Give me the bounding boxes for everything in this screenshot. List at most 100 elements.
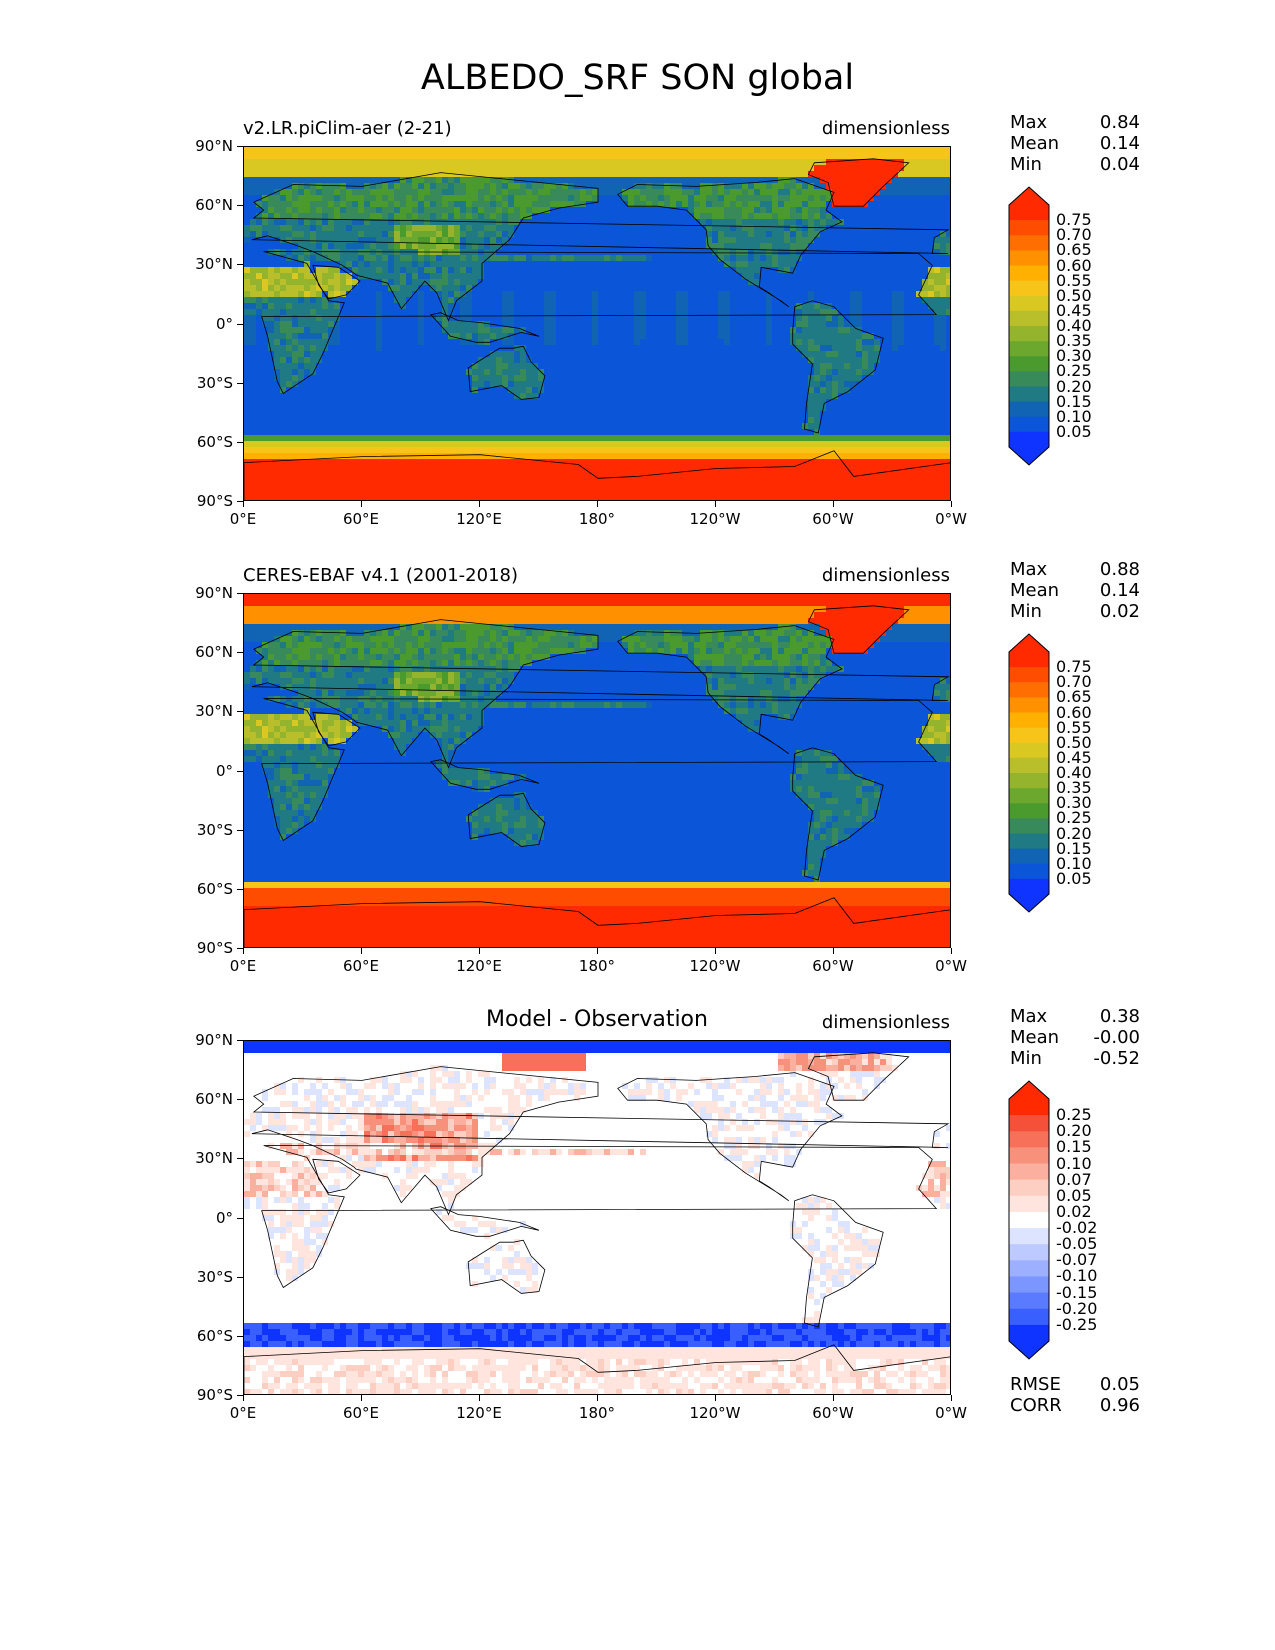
colorbar-tick-label: 0.45	[1056, 749, 1092, 766]
colorbar-tick-label: -0.15	[1056, 1284, 1097, 1301]
lat-tick-label: 30°N	[185, 702, 233, 720]
colorbar-segment	[1009, 773, 1049, 789]
lat-tick-label: 60°S	[185, 880, 233, 898]
stat-min-label: Min	[1010, 601, 1090, 622]
colorbar-tick-label: 0.30	[1056, 348, 1092, 364]
lat-tick-label: 60°S	[185, 433, 233, 451]
difference-map	[243, 1040, 951, 1395]
coastline-africa	[261, 251, 938, 395]
stat-mean-label: Mean	[1010, 1027, 1090, 1048]
lon-tick-label: 0°W	[916, 510, 986, 528]
lat-tick-label: 60°N	[185, 643, 233, 661]
colorbar-tick-label: 0.20	[1056, 378, 1092, 395]
colorbar-tick-label: 0.05	[1056, 1187, 1092, 1204]
panel-3-units: dimensionless	[700, 1012, 950, 1033]
lat-tick	[237, 323, 243, 325]
lon-tick-label: 0°W	[916, 1404, 986, 1422]
lon-tick-label: 180°	[562, 510, 632, 528]
colorbar-segment	[1009, 742, 1049, 759]
colorbar-segment	[1009, 1228, 1049, 1245]
colorbar-segment	[1009, 697, 1049, 713]
colorbar-segment	[1009, 1260, 1049, 1277]
colorbar-tick-label: 0.40	[1056, 318, 1092, 334]
colorbar-tick-label: 0.07	[1056, 1171, 1092, 1188]
colorbar-tick-label: 0.75	[1056, 659, 1092, 675]
lat-tick	[237, 501, 243, 502]
lon-tick	[597, 501, 598, 507]
corr-label: CORR	[1010, 1395, 1090, 1416]
colorbar-extend-top	[1009, 187, 1049, 205]
coastline-indonesia	[430, 1206, 540, 1237]
colorbar-tick-label: 0.70	[1056, 674, 1092, 690]
stat-mean-value: 0.14	[1090, 133, 1140, 154]
lat-tick-label: 90°S	[185, 939, 233, 957]
lat-tick	[237, 441, 243, 443]
colorbar-extend-bottom	[1009, 894, 1049, 912]
colorbar-tick-label: 0.15	[1056, 393, 1092, 410]
colorbar-segment	[1009, 265, 1049, 282]
lon-tick-label: 60°E	[326, 510, 396, 528]
lon-tick	[243, 501, 244, 507]
colorbar-tick-label: 0.25	[1056, 1107, 1092, 1123]
lon-tick-label: 120°E	[444, 1404, 514, 1422]
lat-tick	[237, 205, 243, 207]
panel-3-metrics: RMSE 0.05 CORR 0.96	[1010, 1374, 1140, 1416]
lat-tick-label: 60°N	[185, 196, 233, 214]
model-albedo-map	[243, 146, 951, 501]
lat-tick-label: 30°S	[185, 821, 233, 839]
lon-tick	[715, 501, 716, 507]
colorbar-segment	[1009, 848, 1049, 865]
lon-tick	[833, 501, 834, 507]
colorbar-segment	[1009, 1195, 1049, 1213]
colorbar-segment	[1009, 1308, 1049, 1326]
lat-tick	[237, 1395, 243, 1396]
lon-tick-label: 120°W	[680, 510, 750, 528]
colorbar-segment	[1009, 757, 1049, 774]
lat-tick-label: 90°N	[185, 584, 233, 602]
lon-tick-label: 0°E	[208, 957, 278, 975]
colorbar-tick-label: 0.05	[1056, 870, 1092, 887]
colorbar-tick-label: 0.25	[1056, 810, 1092, 826]
lat-tick-label: 30°N	[185, 255, 233, 273]
colorbar-tick-label: 0.15	[1056, 840, 1092, 857]
colorbar-segment	[1009, 295, 1049, 312]
colorbar-segment	[1009, 235, 1049, 251]
lon-tick-label: 60°E	[326, 957, 396, 975]
coastline-antarctica	[244, 897, 950, 947]
lat-tick-label: 90°S	[185, 492, 233, 510]
stat-min-value: 0.04	[1090, 154, 1140, 175]
colorbar-tick-label: 0.10	[1056, 408, 1092, 425]
colorbar-segment	[1009, 386, 1049, 403]
coastline-arabia	[312, 711, 361, 747]
colorbar-segment	[1009, 803, 1049, 819]
colorbar-segment	[1009, 1292, 1049, 1310]
lon-tick	[833, 1395, 834, 1401]
colorbar-segment	[1009, 652, 1049, 668]
difference-colorbar-svg	[1008, 1080, 1050, 1360]
colorbar-segment	[1009, 401, 1049, 418]
coastline-namerica	[617, 1072, 843, 1202]
lat-tick	[237, 382, 243, 384]
stat-max-label: Max	[1010, 1006, 1090, 1027]
coastline-indonesia	[430, 312, 540, 343]
panel-1-subtitle: v2.LR.piClim-aer (2-21)	[243, 118, 452, 139]
coastline-africa	[261, 1145, 938, 1289]
coastline-samerica	[792, 747, 884, 881]
colorbar-segment	[1009, 682, 1049, 698]
lon-tick	[243, 948, 244, 954]
colorbar-segment	[1009, 667, 1049, 683]
lon-tick-label: 120°E	[444, 510, 514, 528]
lat-tick	[237, 146, 243, 147]
colorbar-segment	[1009, 416, 1049, 433]
stat-mean-value: 0.14	[1090, 580, 1140, 601]
colorbar-tick-label: 0.60	[1056, 704, 1092, 721]
colorbar-segment	[1009, 727, 1049, 744]
stat-min-value: 0.02	[1090, 601, 1140, 622]
panel-1-units: dimensionless	[700, 118, 950, 139]
coastline-samerica	[792, 300, 884, 434]
coastline-australia	[467, 345, 546, 400]
panel-2-units: dimensionless	[700, 565, 950, 586]
lon-tick-label: 180°	[562, 957, 632, 975]
colorbar-segment	[1009, 833, 1049, 850]
colorbar-tick-label: -0.05	[1056, 1236, 1097, 1252]
